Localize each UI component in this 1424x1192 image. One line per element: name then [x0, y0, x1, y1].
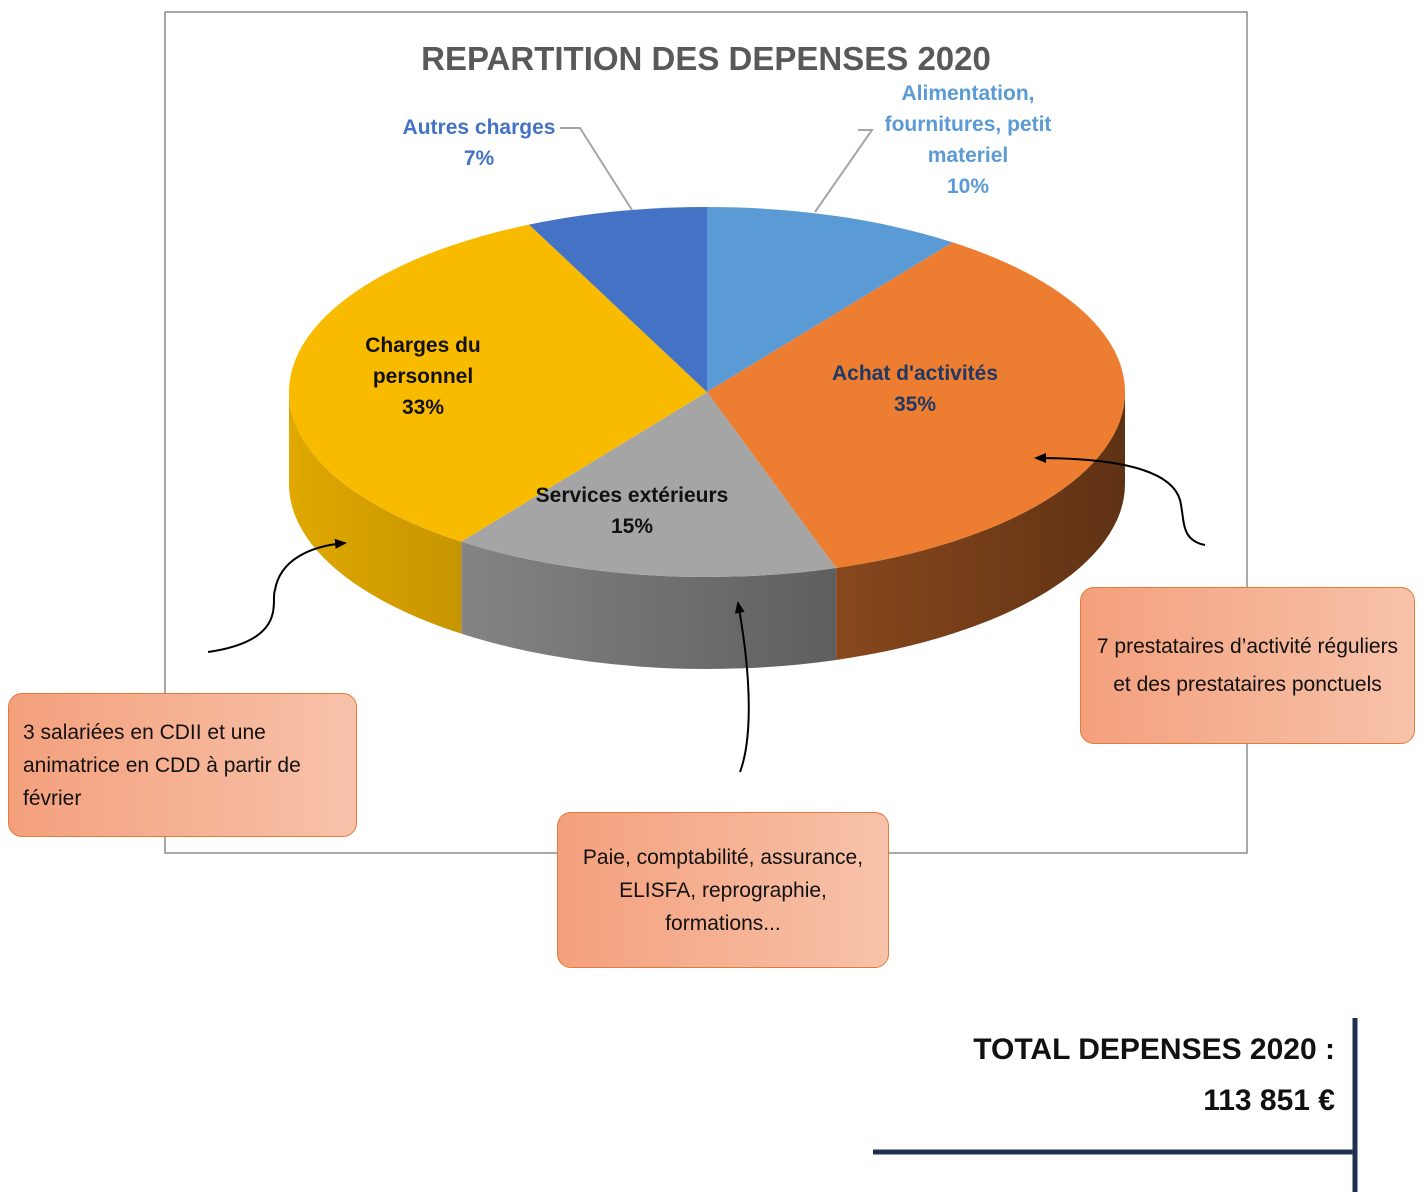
category-label: Alimentation, fournitures, petit materie… — [884, 82, 1052, 167]
callout: 7 prestataires d’activité réguliers et d… — [1080, 587, 1415, 744]
slice-side — [289, 392, 462, 634]
arrow — [207, 538, 347, 653]
slice — [288, 224, 707, 542]
slice-label: Alimentation, fournitures, petit materie… — [868, 78, 1068, 202]
category-label: Services extérieurs — [535, 484, 729, 507]
slice — [707, 242, 1125, 568]
value-label: 35% — [893, 393, 937, 416]
callout-text: Paie, comptabilité, assurance, ELISFA, r… — [582, 845, 864, 935]
chart-title: REPARTITION DES DEPENSES 2020 — [421, 40, 991, 77]
leader-line — [560, 127, 633, 211]
value-label: 7% — [463, 147, 495, 170]
callout: 3 salariées en CDII et une animatrice en… — [8, 693, 357, 837]
slice-label: Services extérieurs 15% — [512, 480, 752, 542]
leader-line — [814, 129, 874, 213]
callout-text: 7 prestataires d’activité réguliers et d… — [1096, 634, 1399, 696]
category-label: Charges du personnel — [365, 334, 481, 388]
total-label: TOTAL DEPENSES 2020 : — [973, 1033, 1335, 1066]
category-label: Achat d'activités — [831, 362, 999, 385]
slice-label: Autres charges 7% — [379, 112, 579, 174]
slice-label: Achat d'activités 35% — [800, 358, 1030, 420]
callout: Paie, comptabilité, assurance, ELISFA, r… — [557, 812, 889, 968]
slice — [529, 207, 707, 392]
callout-text: 3 salariées en CDII et une animatrice en… — [23, 720, 301, 810]
value-label: 10% — [946, 175, 990, 198]
slice-label: Charges du personnel 33% — [348, 330, 498, 423]
slice-side — [836, 392, 1125, 660]
total-amount: 113 851 € — [1203, 1084, 1335, 1117]
value-label: 15% — [610, 515, 654, 538]
slice-side — [461, 541, 837, 669]
arrow — [1034, 453, 1206, 546]
category-label: Autres charges — [402, 116, 556, 139]
slice — [461, 392, 837, 577]
slice — [707, 207, 953, 392]
arrow — [734, 601, 750, 773]
pie — [288, 207, 1125, 669]
value-label: 33% — [401, 396, 445, 419]
